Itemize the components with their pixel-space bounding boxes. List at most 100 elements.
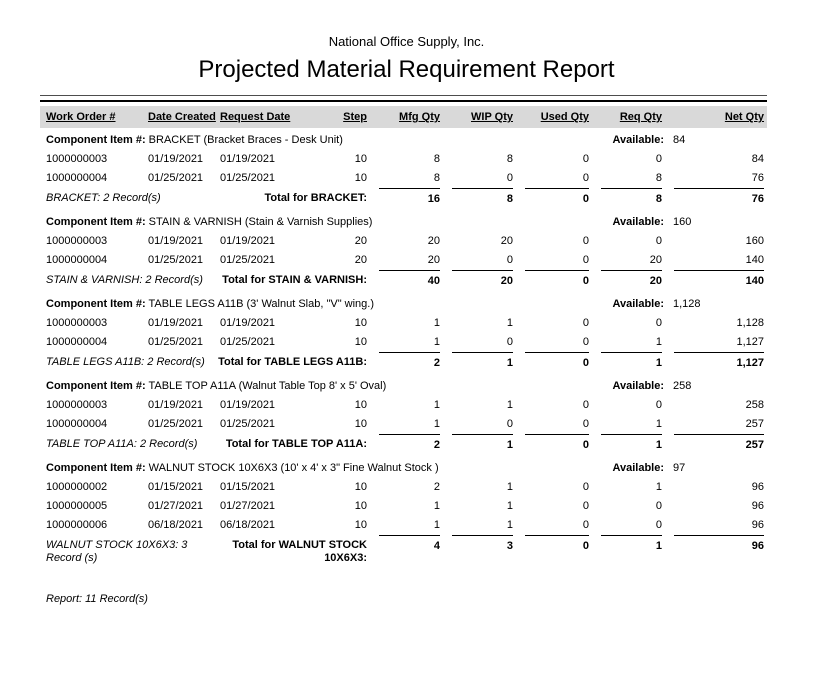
- component-item-cell: Component Item #: TABLE LEGS A11B (3' Wa…: [40, 292, 592, 314]
- mfg-qty-cell-total: 40: [370, 270, 443, 292]
- used-qty-cell-total: 0: [516, 188, 592, 210]
- work-order-cell: 1000000003: [46, 399, 108, 411]
- request-date-cell: 01/25/2021: [220, 336, 276, 348]
- work-order-cell: 1000000003: [46, 235, 108, 247]
- available-value: 258: [673, 380, 692, 392]
- available-label: Available:: [612, 462, 664, 474]
- request-date-cell: 01/15/2021: [220, 481, 276, 493]
- group-total-row: BRACKET: 2 Record(s) Total for BRACKET: 16…: [40, 188, 767, 210]
- total-value: 20: [452, 270, 513, 288]
- work-order-row: 1000000003 01/19/2021 01/19/2021 10 1 1 0 0 1,12…: [40, 314, 767, 333]
- req-qty-cell: 8: [655, 172, 662, 184]
- total-value: 257: [674, 434, 764, 452]
- work-order-cell: 1000000004: [46, 418, 108, 430]
- total-value: 2: [379, 352, 440, 370]
- available-value: 160: [673, 216, 692, 228]
- mfg-qty-cell: 20: [427, 254, 440, 266]
- net-qty-cell: 160: [745, 235, 764, 247]
- component-header-row: Component Item #: WALNUT STOCK 10X6X3 (1…: [40, 456, 767, 478]
- mfg-qty-cell: 20: [427, 235, 440, 247]
- mfg-qty-cell-total: 2: [370, 434, 443, 456]
- wip-qty-cell-total: 8: [443, 188, 516, 210]
- mfg-qty-cell: 2: [433, 481, 440, 493]
- mfg-qty-cell: 1: [433, 418, 440, 430]
- work-order-row: 1000000004 01/25/2021 01/25/2021 10 1 0 0 1 257: [40, 415, 767, 434]
- req-qty-cell: 0: [655, 317, 662, 329]
- component-item-name: STAIN & VARNISH (Stain & Varnish Supplie…: [145, 216, 373, 228]
- req-qty-cell: 0: [655, 399, 662, 411]
- request-date-cell: 01/19/2021: [220, 153, 276, 165]
- req-qty-cell: 0: [655, 519, 662, 531]
- step-cell: 10: [354, 172, 367, 184]
- request-date-cell: 01/25/2021: [220, 418, 276, 430]
- req-qty-cell: 0: [655, 500, 662, 512]
- total-value: 0: [525, 535, 589, 553]
- total-value: 1: [601, 535, 662, 553]
- total-value: 8: [452, 188, 513, 206]
- step-cell: 20: [354, 254, 367, 266]
- request-date-cell: 01/25/2021: [220, 172, 276, 184]
- net-qty-cell: 96: [751, 500, 764, 512]
- step-cell: 10: [354, 399, 367, 411]
- step-cell: 10: [354, 519, 367, 531]
- work-order-cell: 1000000003: [46, 317, 108, 329]
- total-value: 1: [452, 434, 513, 452]
- group-total-row: WALNUT STOCK 10X6X3: 3 Record (s) Total f…: [40, 535, 767, 569]
- component-item-cell: Component Item #: TABLE TOP A11A (Walnut…: [40, 374, 592, 396]
- mfg-qty-cell: 8: [433, 172, 440, 184]
- table-header-row: Work Order # Date Created Request Date S…: [40, 106, 767, 128]
- net-qty-cell-total: 257: [665, 434, 767, 456]
- request-date-cell: 01/19/2021: [220, 399, 276, 411]
- used-qty-cell: 0: [582, 235, 589, 247]
- group-total-label: Total for TABLE LEGS A11B:: [218, 356, 367, 368]
- component-item-name: WALNUT STOCK 10X6X3 (10' x 4' x 3" Fine …: [145, 462, 439, 474]
- work-order-cell: 1000000004: [46, 254, 108, 266]
- date-created-cell: 01/25/2021: [148, 172, 204, 184]
- step-cell: 10: [354, 153, 367, 165]
- work-order-cell: 1000000005: [46, 500, 108, 512]
- wip-qty-cell-total: 3: [443, 535, 516, 569]
- component-item-label: Component Item #:: [46, 298, 146, 310]
- used-qty-cell: 0: [582, 519, 589, 531]
- wip-qty-cell: 1: [506, 399, 513, 411]
- request-date-cell: 01/25/2021: [220, 254, 276, 266]
- used-qty-cell-total: 0: [516, 434, 592, 456]
- total-value: 1: [601, 434, 662, 452]
- req-qty-cell: 0: [655, 235, 662, 247]
- net-qty-cell: 76: [751, 172, 764, 184]
- report-page: National Office Supply, Inc. Projected M…: [0, 34, 813, 688]
- wip-qty-cell: 1: [506, 519, 513, 531]
- date-created-cell: 01/19/2021: [148, 399, 204, 411]
- col-header-work-order: Work Order #: [40, 106, 142, 128]
- mfg-qty-cell-total: 2: [370, 352, 443, 374]
- net-qty-cell: 84: [751, 153, 764, 165]
- used-qty-cell: 0: [582, 500, 589, 512]
- available-value: 97: [673, 462, 686, 474]
- date-created-cell: 06/18/2021: [148, 519, 204, 531]
- date-created-cell: 01/25/2021: [148, 254, 204, 266]
- component-header-row: Component Item #: BRACKET (Bracket Brace…: [40, 128, 767, 150]
- mfg-qty-cell-total: 16: [370, 188, 443, 210]
- used-qty-cell: 0: [582, 336, 589, 348]
- wip-qty-cell: 0: [506, 254, 513, 266]
- group-total-label: Total for STAIN & VARNISH:: [222, 274, 367, 286]
- work-order-cell: 1000000002: [46, 481, 108, 493]
- total-value: 3: [452, 535, 513, 553]
- mfg-qty-cell: 1: [433, 399, 440, 411]
- total-value: 1: [601, 352, 662, 370]
- divider-line-thin: [40, 95, 767, 96]
- company-name: National Office Supply, Inc.: [328, 34, 485, 49]
- available-label: Available:: [612, 380, 664, 392]
- group-record-count: TABLE LEGS A11B: 2 Record(s): [46, 356, 205, 368]
- work-order-cell: 1000000003: [46, 153, 108, 165]
- date-created-cell: 01/19/2021: [148, 317, 204, 329]
- step-cell: 10: [354, 336, 367, 348]
- wip-qty-cell: 8: [506, 153, 513, 165]
- available-label: Available:: [612, 216, 664, 228]
- work-order-row: 1000000003 01/19/2021 01/19/2021 10 1 1 0 0 258: [40, 396, 767, 415]
- used-qty-cell: 0: [582, 399, 589, 411]
- total-value: 140: [674, 270, 764, 288]
- mfg-qty-cell: 8: [433, 153, 440, 165]
- group-record-count: BRACKET: 2 Record(s): [46, 192, 161, 204]
- work-order-row: 1000000002 01/15/2021 01/15/2021 10 2 1 0 1 96: [40, 478, 767, 497]
